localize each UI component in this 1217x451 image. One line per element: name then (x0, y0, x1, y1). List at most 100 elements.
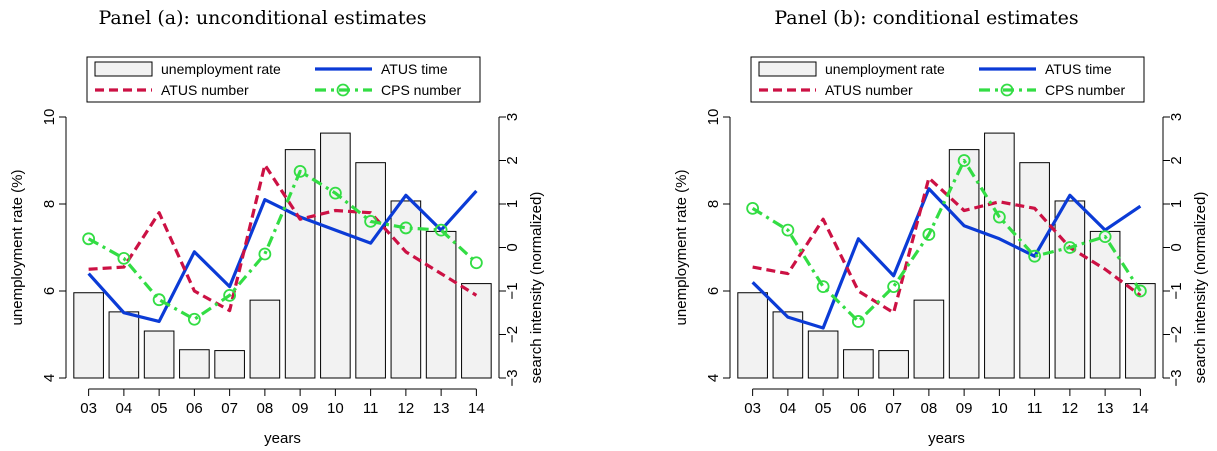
x-tick-label: 07 (885, 400, 902, 417)
series-point-cps-number (851, 315, 865, 328)
x-tick-label: 06 (850, 400, 867, 417)
x-tick-label: 08 (921, 400, 938, 417)
bar-group (73, 132, 492, 379)
x-tick-label: 07 (221, 400, 238, 417)
series-point-cps-number (992, 210, 1006, 224)
legend: unemployment rate ATUS time ATUS number CPS… (750, 56, 1145, 103)
bar-11 (355, 162, 386, 379)
x-tick-label: 03 (80, 400, 97, 417)
bar-07 (214, 350, 245, 379)
legend-label: ATUS time (1045, 61, 1112, 77)
series-point-cps-number (1133, 284, 1147, 298)
legend-key-marker (336, 83, 350, 97)
x-tick-label: 05 (151, 400, 168, 417)
x-tick-label: 05 (815, 400, 832, 417)
x-tick-label: 04 (780, 400, 797, 417)
legend-label: ATUS time (381, 61, 448, 77)
y-tick-label-right: −1 (504, 282, 521, 299)
y-tick-label-left: 4 (705, 374, 722, 382)
series-point-cps-number (469, 256, 483, 270)
bar-03 (73, 292, 104, 379)
series-point-cps-number (258, 247, 272, 261)
bar-group (737, 132, 1156, 379)
series-point-cps-number (328, 186, 342, 200)
bar-13 (425, 230, 457, 379)
y-tick-label-right: −2 (1168, 326, 1185, 343)
bar-09 (284, 149, 316, 379)
series-line-atus-number (88, 163, 478, 313)
bar-10 (984, 132, 1015, 379)
series-point-cps-number (746, 201, 760, 215)
y-tick-label-right: −3 (1168, 369, 1185, 386)
series-point-cps-number (399, 221, 413, 235)
panel-b: Panel (b): conditional estimates46810une… (673, 7, 1209, 447)
y-tick-label-left: 6 (705, 287, 722, 295)
bar-13 (1089, 230, 1121, 379)
bar-14 (1125, 283, 1156, 379)
x-tick-label: 13 (1097, 400, 1114, 417)
series-point-cps-number (117, 251, 131, 265)
y-tick-label-left: 4 (41, 374, 58, 382)
y-tick-label-left: 8 (41, 200, 58, 208)
y-tick-label-right: −3 (504, 369, 521, 386)
chart-title: Panel (a): unconditional estimates (99, 7, 427, 29)
y-axis-label-left: unemployment rate (%) (9, 170, 26, 326)
y-tick-label-right: −1 (1168, 282, 1185, 299)
series-point-cps-number (922, 228, 936, 241)
bar-05 (143, 330, 175, 379)
bar-04 (108, 311, 140, 379)
legend-key-bar (758, 61, 817, 77)
y-tick-label-right: 2 (1168, 156, 1185, 164)
chart-title: Panel (b): conditional estimates (774, 7, 1078, 29)
x-tick-label: 14 (1132, 400, 1149, 417)
y-tick-label-right: 2 (504, 156, 521, 164)
legend-label: ATUS number (825, 82, 913, 98)
x-axis-label: years (264, 430, 301, 447)
bar-08 (913, 299, 945, 379)
legend-key-marker (1000, 83, 1014, 97)
bar-14 (461, 283, 492, 379)
legend: unemployment rate ATUS time ATUS number CPS… (86, 56, 481, 103)
y-axis-label-right: search intensity (normalized) (528, 192, 545, 384)
series-point-cps-number (223, 288, 237, 302)
bar-08 (249, 299, 281, 379)
bar-09 (948, 149, 980, 379)
y-tick-label-right: 0 (1168, 243, 1185, 251)
x-tick-label: 03 (744, 400, 761, 417)
bar-06 (179, 349, 210, 379)
panel-a: Panel (a): unconditional estimates46810u… (9, 7, 545, 447)
series-point-cps-number (364, 214, 378, 228)
bar-07 (878, 350, 909, 379)
legend-label: CPS number (1045, 82, 1125, 98)
legend-label: unemployment rate (161, 61, 281, 77)
y-tick-label-right: 3 (1168, 113, 1185, 121)
y-tick-label-right: −2 (504, 326, 521, 343)
bar-05 (807, 330, 839, 379)
bar-12 (1054, 200, 1086, 379)
series-point-cps-number (887, 280, 901, 294)
x-tick-label: 11 (1027, 400, 1043, 417)
series-point-cps-number (957, 154, 971, 167)
x-tick-label: 14 (468, 400, 485, 417)
x-tick-label: 09 (956, 400, 973, 417)
bar-12 (390, 200, 422, 379)
x-tick-label: 13 (433, 400, 450, 417)
y-tick-label-right: 1 (504, 200, 521, 208)
series-point-cps-number (82, 232, 96, 246)
bar-10 (320, 132, 351, 379)
legend-label: ATUS number (161, 82, 249, 98)
y-tick-label-right: 0 (504, 243, 521, 251)
x-tick-label: 10 (327, 400, 344, 417)
bar-04 (772, 311, 804, 379)
series-point-cps-number (434, 223, 448, 237)
y-tick-label-left: 6 (41, 287, 58, 295)
y-axis-label-right: search intensity (normalized) (1192, 192, 1209, 384)
x-tick-label: 06 (186, 400, 203, 417)
x-tick-label: 12 (398, 400, 415, 417)
series-point-cps-number (152, 293, 166, 307)
series-point-cps-number (1028, 249, 1042, 263)
legend-label: CPS number (381, 82, 461, 98)
series-line-atus-time (751, 187, 1142, 330)
y-tick-label-left: 10 (705, 109, 722, 126)
y-tick-label-right: 1 (1168, 200, 1185, 208)
